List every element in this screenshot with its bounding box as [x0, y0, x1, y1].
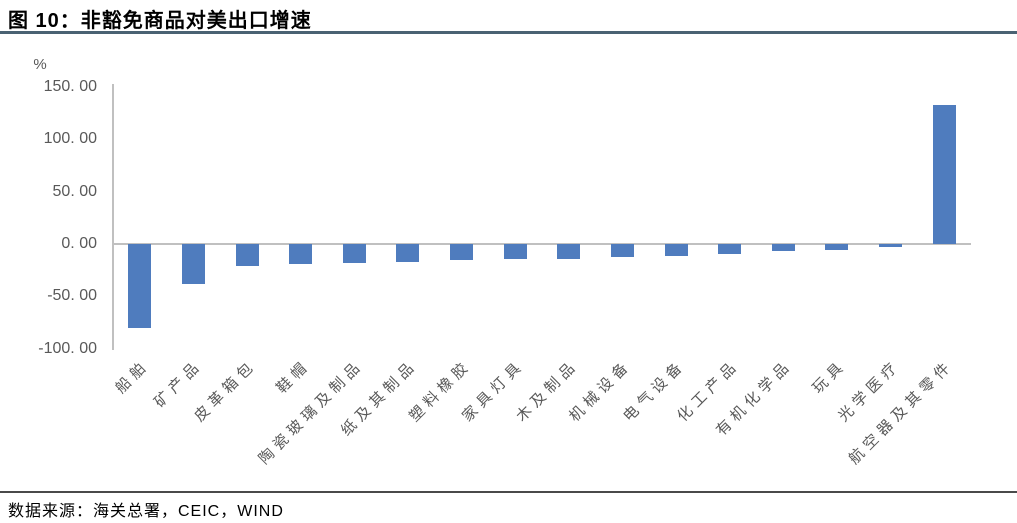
bar-1: [128, 244, 152, 328]
y-axis-tick-label: 100. 00: [43, 130, 97, 148]
x-axis-tick-label: 船舶: [112, 356, 153, 397]
y-axis-tick-label: -100. 00: [38, 339, 97, 357]
figure-title: 图 10：非豁免商品对美出口增速: [8, 10, 312, 32]
bar-4: [289, 244, 313, 264]
bar-6: [396, 244, 420, 262]
y-axis-tick-label: 150. 00: [43, 78, 97, 96]
x-axis-tick-label: 鞋帽: [273, 356, 314, 397]
bar-5: [342, 244, 366, 263]
title-divider-line: [0, 31, 1017, 34]
bar-12: [718, 244, 742, 255]
bar-8: [503, 244, 527, 260]
zero-baseline: [113, 243, 971, 245]
data-source-note: 数据来源：海关总署，CEIC，WIND: [8, 503, 284, 520]
bar-9: [557, 244, 581, 259]
bar-15: [879, 244, 903, 247]
y-axis-tick-label: -50. 00: [47, 287, 97, 305]
y-axis-tick-label: 50. 00: [52, 182, 97, 200]
bar-10: [610, 244, 634, 257]
y-axis-line: [112, 84, 114, 350]
bar-2: [181, 244, 205, 284]
footer-divider-line: [0, 491, 1017, 493]
y-axis-tick-label: 0. 00: [61, 235, 97, 252]
bar-3: [235, 244, 259, 266]
y-axis-unit-label: %: [33, 56, 47, 73]
bar-11: [664, 244, 688, 256]
bar-13: [771, 244, 795, 252]
x-axis-tick-label: 玩具: [809, 356, 850, 397]
bar-7: [450, 244, 474, 261]
bar-16: [932, 104, 956, 244]
bar-14: [825, 244, 849, 251]
